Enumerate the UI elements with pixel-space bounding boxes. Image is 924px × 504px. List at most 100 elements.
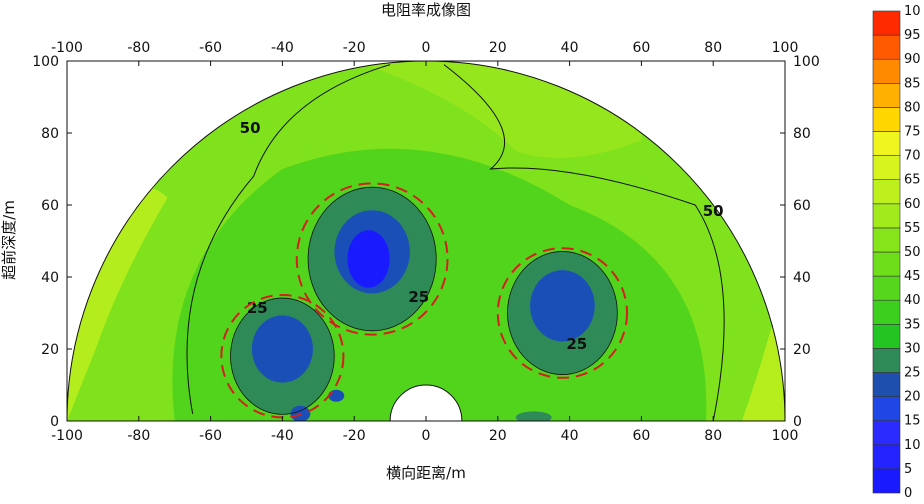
colorbar-swatch: [872, 468, 901, 494]
x-axis-bottom: -100 -80 -60 -40 -20 0 20 40 60 80 100: [51, 416, 798, 444]
y-tick-label-right: 40: [793, 270, 811, 286]
x-tick-label-bottom: 60: [632, 428, 650, 444]
colorbar-swatch: [872, 58, 901, 84]
x-tick-label-top: 0: [422, 40, 431, 56]
colorbar-label: 10: [904, 4, 921, 19]
y-tick-label-left: 40: [41, 270, 59, 286]
contour-label-2: 50: [703, 202, 724, 220]
field-band-right: [741, 277, 785, 421]
anomaly-core-3: [530, 270, 595, 342]
x-axis-top: -100 -80 -60 -40 -20 0 20 40 60 80 100: [51, 40, 798, 66]
colorbar-swatch: [872, 348, 901, 373]
x-tick-label-top: 80: [704, 40, 722, 56]
colorbar-label: 70: [904, 149, 921, 164]
anomaly-spot-2: [515, 411, 552, 421]
colorbar-label: 0: [904, 486, 912, 501]
x-tick-label-top: -100: [51, 40, 83, 56]
colorbar-label: 10: [904, 438, 921, 453]
colorbar-label: 5: [904, 462, 912, 477]
contour-25-3: [507, 251, 618, 375]
x-tick-label-bottom: 20: [489, 428, 507, 444]
x-tick-label-bottom: -80: [127, 428, 150, 444]
y-axis-right: 0 20 40 60 80 100: [780, 54, 820, 430]
anomaly-core-2: [251, 315, 313, 383]
contour-50-left: [186, 64, 391, 414]
colorbar-legend: 0 5 10 15 20 25 30 35 40 45 50 55 60 65 70 75 80 85 90 95 10: [872, 4, 921, 501]
colorbar-swatch: [872, 396, 901, 422]
zone-outline-1: [295, 182, 449, 336]
y-tick-label-right: 60: [793, 198, 811, 214]
colorbar-label: 30: [904, 341, 921, 356]
colorbar-swatch: [872, 323, 901, 349]
colorbar-swatch: [872, 299, 901, 325]
colorbar-swatch: [872, 179, 901, 205]
x-axis-label: 横向距离/m: [386, 464, 466, 482]
y-tick-label-left: 20: [41, 342, 59, 358]
colorbar-swatch: [872, 275, 901, 301]
y-tick-label-right: 0: [793, 414, 802, 430]
colorbar-swatch: [872, 372, 901, 397]
y-tick-label-left: 100: [32, 54, 59, 70]
colorbar-swatch: [872, 251, 901, 277]
contour-label-1: 50: [240, 119, 261, 137]
colorbar-label: 75: [904, 125, 921, 140]
colorbar-swatch: [872, 155, 901, 181]
colorbar-label: 80: [904, 100, 921, 115]
colorbar-swatch: [872, 131, 901, 156]
colorbar-swatch: [872, 10, 901, 36]
x-tick-label-top: -20: [343, 40, 366, 56]
colorbar-label: 65: [904, 173, 921, 188]
colorbar-label: 85: [904, 76, 921, 91]
y-axis-label: 超前深度/m: [0, 200, 18, 280]
x-tick-label-bottom: -60: [199, 428, 222, 444]
colorbar-swatch: [872, 420, 901, 446]
colorbar-label: 95: [904, 28, 921, 43]
colorbar-swatch: [872, 227, 901, 253]
x-tick-label-bottom: 100: [772, 428, 799, 444]
y-tick-label-right: 80: [793, 126, 811, 142]
colorbar-label: 40: [904, 293, 921, 308]
x-tick-label-top: -80: [127, 40, 150, 56]
colorbar-label: 15: [904, 414, 921, 429]
contour-label-3: 25: [247, 299, 268, 317]
y-tick-label-left: 0: [50, 414, 59, 430]
contour-lines: 50 50 25 25 25: [186, 64, 725, 422]
colorbar-swatch: [872, 107, 901, 132]
chart-title: 电阻率成像图: [381, 1, 471, 19]
y-tick-label-left: 60: [41, 198, 59, 214]
y-axis-left: 0 20 40 60 80 100: [32, 54, 72, 430]
colorbar-swatch: [872, 203, 901, 229]
x-tick-label-top: 20: [489, 40, 507, 56]
contour-25-2: [230, 297, 335, 415]
semicircle-boundary: [66, 60, 786, 422]
x-tick-label-bottom: 0: [422, 428, 431, 444]
y-tick-label-left: 80: [41, 126, 59, 142]
colorbar-label: 45: [904, 269, 921, 284]
x-tick-label-bottom: -20: [343, 428, 366, 444]
y-tick-label-right: 20: [793, 342, 811, 358]
x-tick-label-bottom: -100: [51, 428, 83, 444]
colorbar-label: 50: [904, 245, 921, 260]
tunnel-opening: [389, 384, 463, 422]
contour-label-4: 25: [408, 288, 429, 306]
colorbar-swatch: [872, 444, 901, 470]
colorbar-label: 35: [904, 317, 921, 332]
x-tick-label-bottom: 40: [561, 428, 579, 444]
colorbar-swatch: [872, 34, 901, 60]
contour-25-1: [307, 186, 437, 332]
colorbar-label: 25: [904, 366, 921, 381]
x-tick-label-bottom: 80: [704, 428, 722, 444]
anomaly-minimum: [347, 230, 390, 288]
x-tick-label-bottom: -40: [271, 428, 294, 444]
x-tick-label-top: 100: [772, 40, 799, 56]
contour-50-right: [443, 64, 725, 422]
x-tick-label-top: -40: [271, 40, 294, 56]
colorbar-label: 55: [904, 221, 921, 236]
y-tick-label-right: 100: [793, 54, 820, 70]
colorbar-label: 20: [904, 390, 921, 405]
x-tick-label-top: -60: [199, 40, 222, 56]
x-tick-label-top: 40: [561, 40, 579, 56]
contour-label-5: 25: [566, 335, 587, 353]
resistivity-field: [67, 61, 785, 421]
